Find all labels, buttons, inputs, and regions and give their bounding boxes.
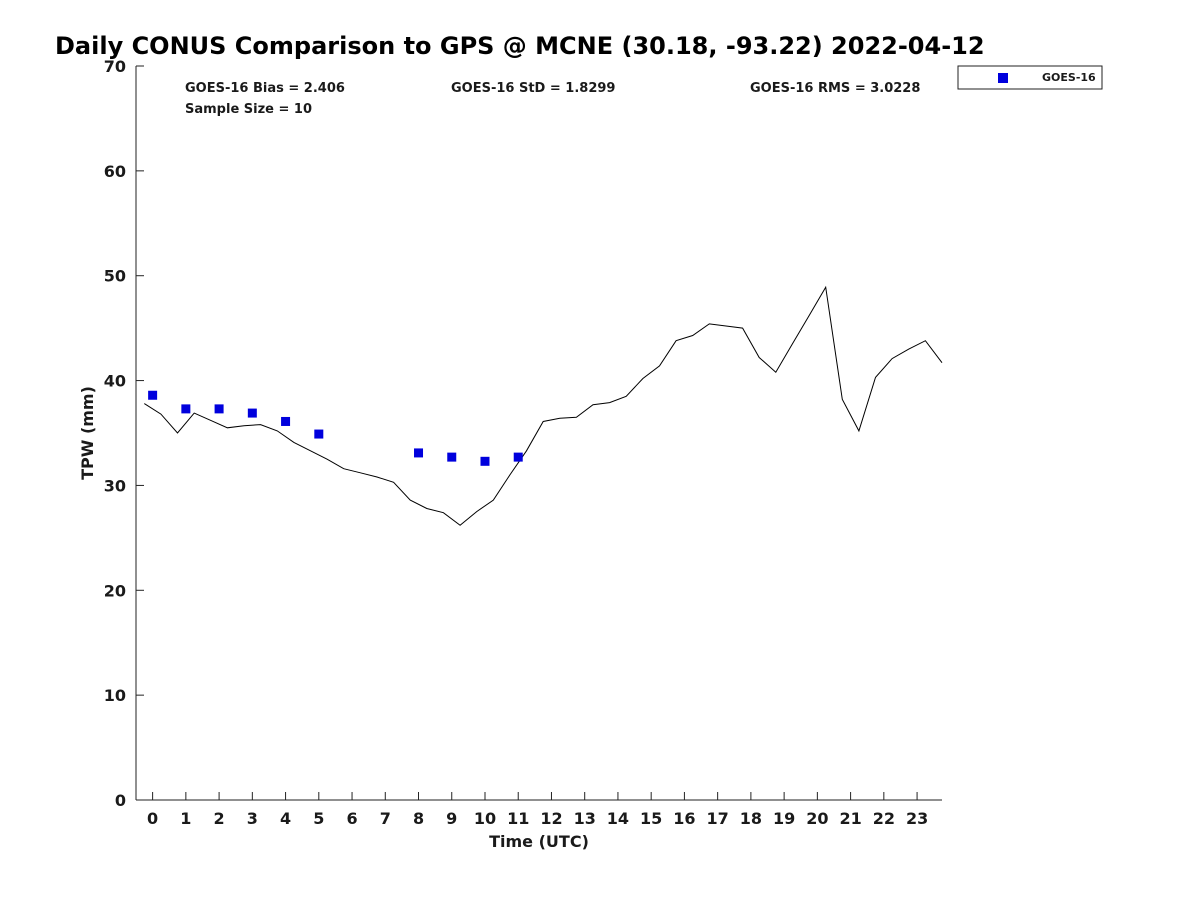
y-tick-label: 20: [104, 581, 126, 600]
gps-tpw-line: [144, 285, 943, 526]
x-tick-label: 17: [707, 809, 729, 828]
x-tick-label: 7: [380, 809, 391, 828]
y-tick-label: 30: [104, 476, 126, 495]
goes16-point: [247, 408, 257, 418]
y-axis-ticks: 0 10 20 30 40 50 60 70: [104, 57, 144, 810]
stat-sample-size: Sample Size = 10: [185, 102, 312, 117]
x-tick-label: 18: [740, 809, 762, 828]
x-tick-label: 0: [147, 809, 158, 828]
x-tick-label: 14: [607, 809, 629, 828]
stat-std: GOES-16 StD = 1.8299: [451, 81, 615, 96]
x-tick-label: 1: [180, 809, 191, 828]
x-tick-label: 2: [214, 809, 225, 828]
goes16-points: [148, 390, 523, 466]
x-tick-label: 6: [346, 809, 357, 828]
x-tick-label: 9: [446, 809, 457, 828]
x-tick-label: 8: [413, 809, 424, 828]
x-tick-label: 4: [280, 809, 291, 828]
x-tick-label: 13: [574, 809, 596, 828]
x-tick-label: 21: [839, 809, 861, 828]
x-tick-label: 10: [474, 809, 496, 828]
y-tick-label: 10: [104, 686, 126, 705]
gps-tpw-series-line: [144, 285, 943, 526]
y-tick-label: 40: [104, 372, 126, 391]
x-tick-label: 19: [773, 809, 795, 828]
x-tick-label: 20: [806, 809, 828, 828]
x-tick-label: 22: [873, 809, 895, 828]
goes16-point: [513, 452, 523, 462]
legend-marker-goes16: [998, 73, 1008, 83]
goes16-point: [414, 448, 424, 458]
legend-label-goes16: GOES-16: [1042, 71, 1096, 84]
chart-title: Daily CONUS Comparison to GPS @ MCNE (30…: [55, 32, 985, 60]
y-tick-label: 70: [104, 57, 126, 76]
goes16-point: [281, 416, 291, 426]
legend: GOES-16: [957, 65, 1103, 90]
x-tick-label: 16: [673, 809, 695, 828]
goes16-point: [181, 404, 191, 414]
goes16-point: [447, 452, 457, 462]
y-tick-label: 50: [104, 267, 126, 286]
legend-box: [957, 65, 1103, 90]
x-axis-ticks: 0 1 2 3 4 5 6 7 8 9 10 11 12 13 14 15 16 17 18 19 20 21 22 23: [147, 792, 928, 828]
x-tick-label: 5: [313, 809, 324, 828]
x-tick-label: 3: [247, 809, 258, 828]
x-tick-label: 15: [640, 809, 662, 828]
y-tick-label: 60: [104, 162, 126, 181]
y-axis-label: TPW (mm): [78, 386, 97, 480]
x-tick-label: 23: [906, 809, 928, 828]
goes16-point: [314, 429, 324, 439]
stat-rms: GOES-16 RMS = 3.0228: [750, 81, 920, 96]
goes16-point: [148, 390, 158, 400]
goes16-point: [480, 456, 490, 466]
x-tick-label: 12: [540, 809, 562, 828]
y-tick-label: 0: [115, 791, 126, 810]
stat-bias: GOES-16 Bias = 2.406: [185, 81, 345, 96]
goes16-point: [214, 404, 224, 414]
x-axis-label: Time (UTC): [489, 832, 589, 851]
x-tick-label: 11: [507, 809, 529, 828]
